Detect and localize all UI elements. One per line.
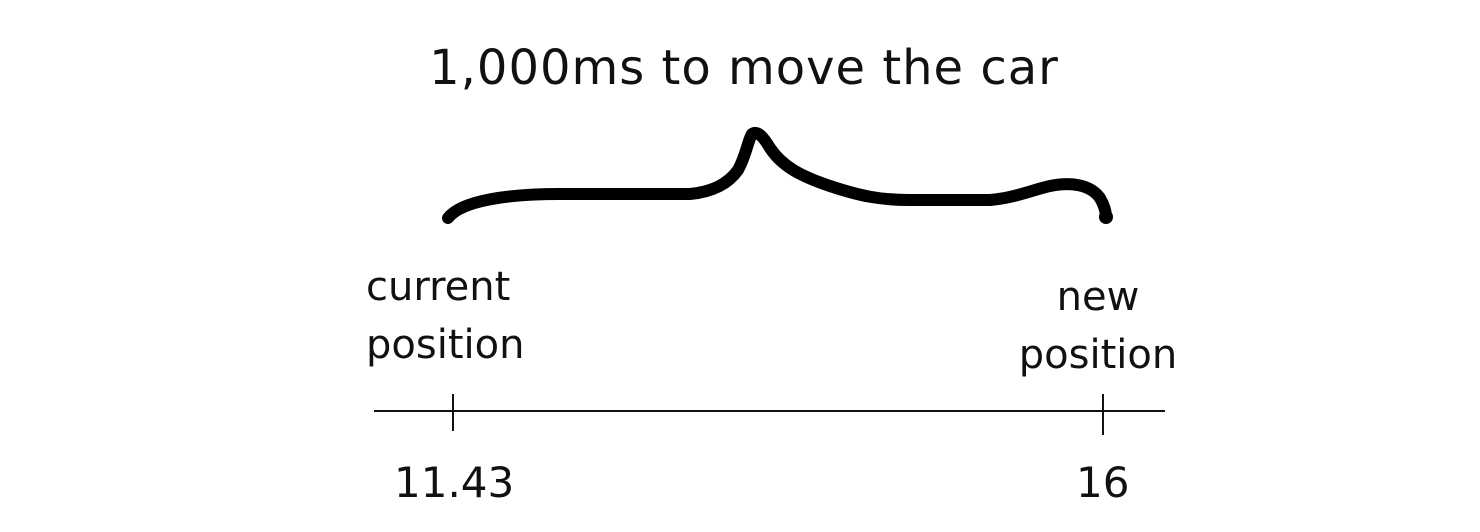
start-position-label: current position — [366, 258, 524, 374]
end-value: 16 — [1076, 458, 1129, 507]
end-label-line1: new — [1000, 268, 1196, 326]
curly-brace — [448, 133, 1106, 218]
brace-end-dot — [1099, 210, 1113, 224]
start-label-line2: position — [366, 316, 524, 374]
start-value: 11.43 — [394, 458, 514, 507]
duration-title: 1,000ms to move the car — [0, 40, 1480, 96]
end-position-label: new position — [1000, 268, 1196, 384]
start-label-line1: current — [366, 258, 524, 316]
end-label-line2: position — [1000, 326, 1196, 384]
